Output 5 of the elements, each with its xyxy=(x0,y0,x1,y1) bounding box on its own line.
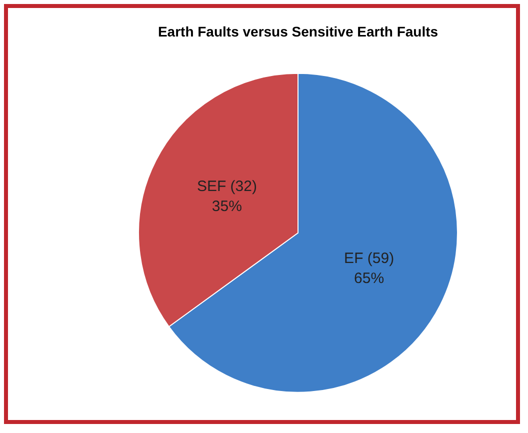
chart-title: Earth Faults versus Sensitive Earth Faults xyxy=(158,23,438,40)
slice-label: SEF (32) xyxy=(196,178,257,195)
slice-label: EF (59) xyxy=(344,250,394,268)
data-label: 35% xyxy=(212,198,242,215)
data-label: 65% xyxy=(354,270,384,288)
